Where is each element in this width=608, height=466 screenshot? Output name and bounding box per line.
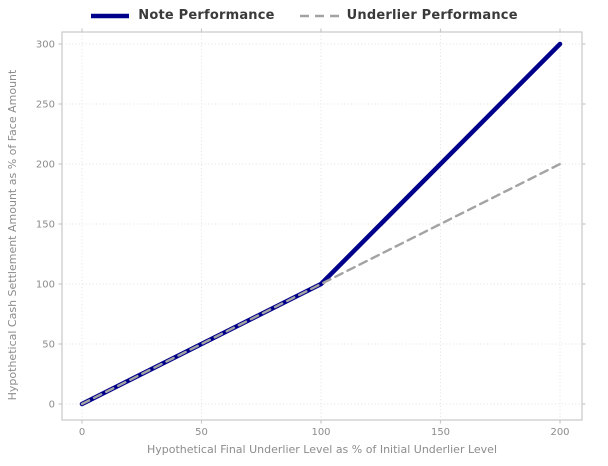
solid-line-sample-icon [91,13,130,18]
x-tick-label: 150 [431,427,450,438]
x-tick-label: 100 [311,427,330,438]
y-axis-label: Hypothetical Cash Settlement Amount as %… [6,69,19,400]
x-tick-label: 50 [195,427,208,438]
x-tick-label: 0 [79,427,85,438]
x-tick-label: 200 [550,427,569,438]
legend-label-underlier-performance: Underlier Performance [346,8,518,23]
legend-item-underlier-performance: Underlier Performance [299,8,518,23]
x-axis-label: Hypothetical Final Underlier Level as % … [147,443,497,456]
y-tick-label: 100 [36,280,55,291]
dashed-line-sample-icon [299,14,339,17]
y-tick-label: 250 [36,100,55,111]
underlier-performance-line [80,162,562,406]
legend-item-note-performance: Note Performance [90,8,274,23]
y-tick-label: 200 [36,160,55,171]
y-tick-label: 50 [42,340,55,351]
y-tick-label: 0 [49,400,55,411]
legend-label-note-performance: Note Performance [138,8,275,23]
chart-legend: Note Performance Underlier Performance [0,8,608,23]
y-tick-label: 300 [36,40,55,51]
y-tick-label: 150 [36,220,55,231]
plot-border [61,31,583,421]
